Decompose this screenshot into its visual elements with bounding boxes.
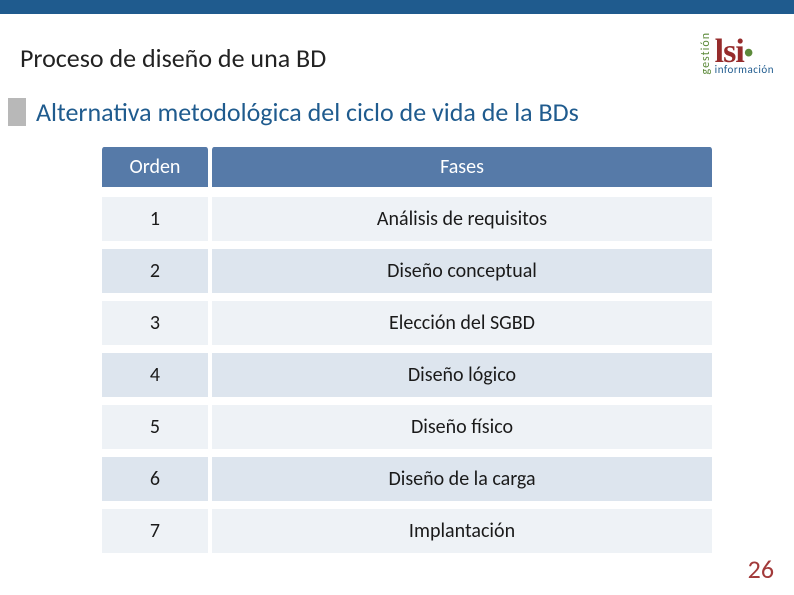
slide-title: Proceso de diseño de una BD [20, 42, 326, 74]
table-row: 5 Diseño físico [100, 401, 714, 453]
title-row: Proceso de diseño de una BD gestión lsi•… [0, 14, 794, 80]
col-header-fases: Fases [210, 146, 714, 193]
cell-orden: 2 [100, 245, 210, 297]
table-container: Orden Fases 1 Análisis de requisitos 2 D… [0, 128, 794, 557]
cell-fase: Diseño físico [210, 401, 714, 453]
cell-orden: 3 [100, 297, 210, 349]
cell-fase: Elección del SGBD [210, 297, 714, 349]
logo: gestión lsi• información [699, 32, 774, 74]
cell-orden: 4 [100, 349, 210, 401]
top-bar [0, 0, 794, 14]
cell-fase: Diseño lógico [210, 349, 714, 401]
cell-fase: Implantación [210, 505, 714, 557]
page-number: 26 [748, 553, 774, 585]
table-row: 6 Diseño de la carga [100, 453, 714, 505]
cell-orden: 7 [100, 505, 210, 557]
logo-main: lsi• información [715, 38, 774, 74]
cell-fase: Diseño conceptual [210, 245, 714, 297]
table-row: 4 Diseño lógico [100, 349, 714, 401]
phases-table: Orden Fases 1 Análisis de requisitos 2 D… [100, 146, 714, 557]
cell-fase: Diseño de la carga [210, 453, 714, 505]
logo-vertical-text: gestión [699, 32, 713, 74]
table-row: 7 Implantación [100, 505, 714, 557]
col-header-orden: Orden [100, 146, 210, 193]
cell-orden: 5 [100, 401, 210, 453]
cell-orden: 1 [100, 193, 210, 245]
section-title-row: Alternativa metodológica del ciclo de vi… [0, 80, 794, 128]
table-row: 1 Análisis de requisitos [100, 193, 714, 245]
cell-fase: Análisis de requisitos [210, 193, 714, 245]
bullet-icon [8, 98, 26, 126]
table-body: 1 Análisis de requisitos 2 Diseño concep… [100, 193, 714, 557]
table-row: 2 Diseño conceptual [100, 245, 714, 297]
table-row: 3 Elección del SGBD [100, 297, 714, 349]
logo-sub-text: información [715, 65, 774, 74]
section-title: Alternativa metodológica del ciclo de vi… [36, 96, 579, 128]
cell-orden: 6 [100, 453, 210, 505]
